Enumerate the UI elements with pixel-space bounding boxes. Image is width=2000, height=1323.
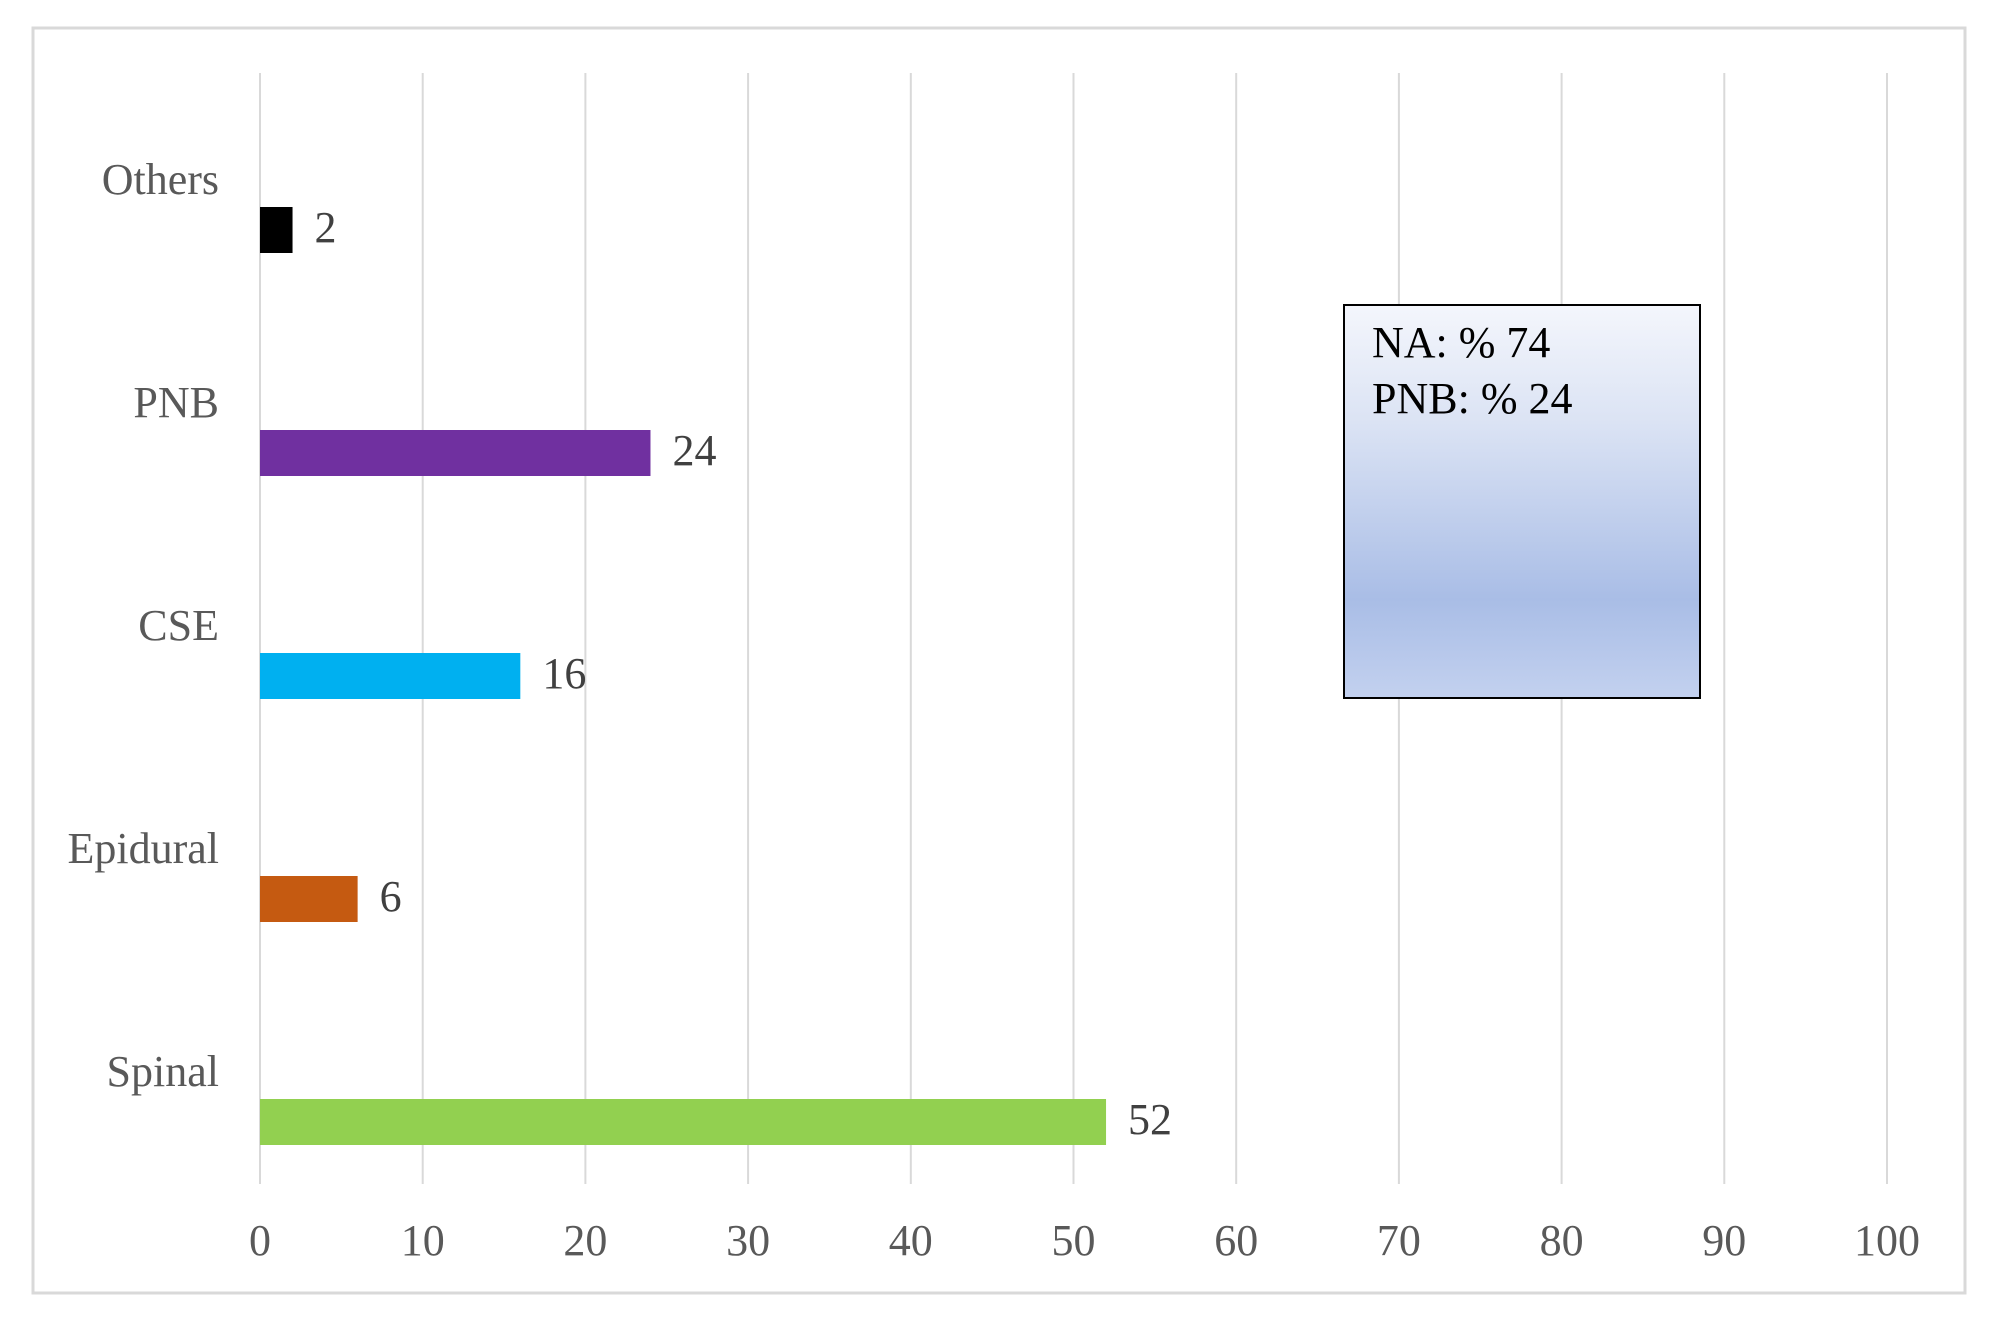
x-tick-label: 20 xyxy=(563,1216,607,1265)
x-tick-label: 60 xyxy=(1214,1216,1258,1265)
annotation-box xyxy=(1343,304,1701,699)
value-label: 16 xyxy=(542,649,586,698)
y-tick-label: Others xyxy=(102,155,219,204)
value-label: 52 xyxy=(1128,1095,1172,1144)
bar xyxy=(260,653,521,699)
marks: Others 2 PNB 24 CSE 16 Epidural 6 Spinal 52 xyxy=(67,155,1172,1145)
x-tick-label: 0 xyxy=(249,1216,271,1265)
y-tick-label: Epidural xyxy=(67,824,219,873)
x-tick-label: 70 xyxy=(1377,1216,1421,1265)
x-tick-label: 80 xyxy=(1540,1216,1584,1265)
value-label: 24 xyxy=(672,426,716,475)
x-tick-label: 100 xyxy=(1854,1216,1920,1265)
y-tick-label: PNB xyxy=(133,378,219,427)
bar xyxy=(260,1099,1107,1145)
y-tick-label: Spinal xyxy=(107,1047,219,1096)
bar xyxy=(260,876,358,922)
x-tick-label: 90 xyxy=(1702,1216,1746,1265)
y-tick-label: CSE xyxy=(138,601,219,650)
x-tick-label: 40 xyxy=(889,1216,933,1265)
grid: 0 10 20 30 40 50 60 70 80 90 100 xyxy=(249,73,1920,1265)
x-tick-label: 10 xyxy=(401,1216,445,1265)
bar xyxy=(260,207,293,253)
value-label: 6 xyxy=(380,872,402,921)
value-label: 2 xyxy=(315,203,337,252)
annotation: PNB: % 24 xyxy=(1372,374,1572,423)
x-tick-label: 50 xyxy=(1052,1216,1096,1265)
bar xyxy=(260,430,651,476)
annotation: NA: % 74 xyxy=(1372,318,1550,367)
x-tick-label: 30 xyxy=(726,1216,770,1265)
